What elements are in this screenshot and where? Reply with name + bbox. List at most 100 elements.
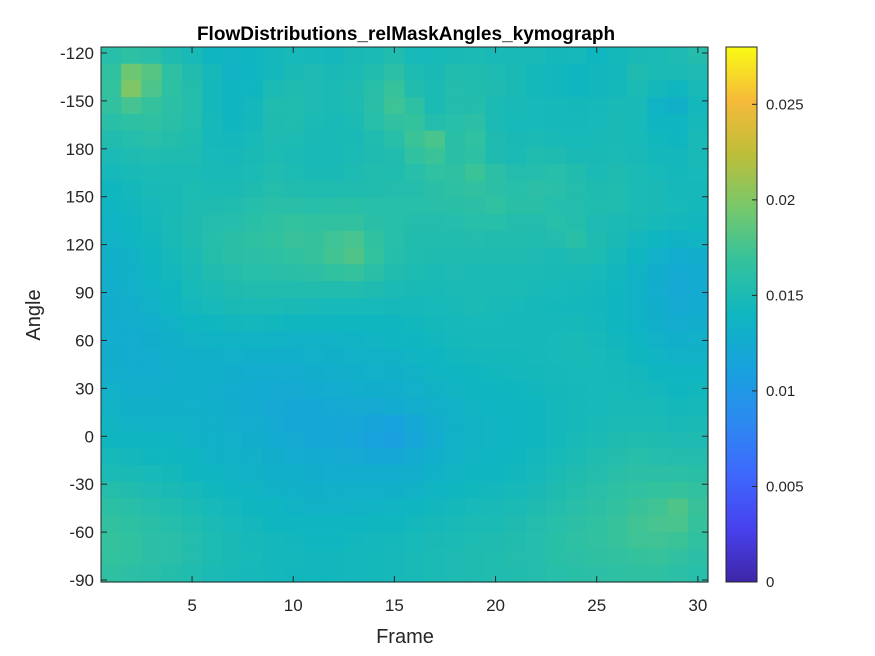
heatmap-cell <box>384 80 406 98</box>
heatmap-cell <box>121 63 143 82</box>
heatmap-cell <box>404 448 426 466</box>
heatmap-cell <box>181 130 203 148</box>
heatmap-cell <box>303 398 325 416</box>
heatmap-cell <box>627 398 648 416</box>
heatmap-cell <box>141 431 163 449</box>
heatmap-cell <box>161 281 183 299</box>
heatmap-cell <box>141 147 163 165</box>
heatmap-cell <box>667 565 689 583</box>
heatmap-cell <box>546 214 567 232</box>
heatmap-cell <box>647 565 669 583</box>
heatmap-cell <box>323 147 345 165</box>
heatmap-cell <box>101 481 122 500</box>
heatmap-cell <box>283 548 304 566</box>
heatmap-cell <box>424 247 446 265</box>
heatmap-cell <box>343 364 365 382</box>
heatmap-cell <box>465 80 487 98</box>
heatmap-cell <box>687 565 709 583</box>
heatmap-cell <box>627 230 648 249</box>
heatmap-cell <box>303 230 325 249</box>
heatmap-cell <box>586 448 608 466</box>
heatmap-cell <box>181 47 203 65</box>
heatmap-cell <box>343 398 365 416</box>
heatmap-cell <box>222 47 244 65</box>
heatmap-cell <box>424 130 446 148</box>
heatmap-cell <box>485 331 507 349</box>
heatmap-cell <box>384 214 406 232</box>
heatmap-cell <box>687 464 709 483</box>
heatmap-cell <box>121 130 143 148</box>
heatmap-cell <box>444 180 466 199</box>
heatmap-cell <box>141 314 163 332</box>
heatmap-cell <box>364 448 385 466</box>
heatmap-cell <box>485 230 507 249</box>
heatmap-cell <box>667 448 689 466</box>
heatmap-cell <box>525 247 547 265</box>
heatmap-cell <box>141 281 163 299</box>
heatmap-cell <box>202 448 223 466</box>
heatmap-cell <box>424 113 446 132</box>
heatmap-cell <box>121 531 143 550</box>
heatmap-cell <box>181 498 203 516</box>
heatmap-cell <box>606 398 628 416</box>
heatmap-cell <box>121 113 143 132</box>
heatmap-cell <box>627 481 648 500</box>
heatmap-cell <box>364 347 385 366</box>
heatmap-cell <box>465 431 487 449</box>
heatmap-cell <box>647 80 669 98</box>
heatmap-cell <box>525 297 547 316</box>
heatmap-cell <box>647 364 669 382</box>
heatmap-cell <box>384 431 406 449</box>
heatmap-cell <box>667 63 689 82</box>
heatmap-cell <box>364 63 385 82</box>
heatmap-cell <box>505 264 527 282</box>
heatmap-cell <box>687 113 709 132</box>
heatmap-cell <box>262 247 284 265</box>
heatmap-cell <box>343 97 365 115</box>
heatmap-cell <box>566 97 588 115</box>
heatmap-cell <box>222 548 244 566</box>
heatmap-cell <box>667 97 689 115</box>
heatmap-cell <box>505 347 527 366</box>
heatmap-cell <box>101 247 122 265</box>
heatmap-cell <box>465 314 487 332</box>
heatmap-cell <box>121 448 143 466</box>
heatmap-cell <box>161 214 183 232</box>
heatmap-cell <box>141 464 163 483</box>
heatmap-cell <box>404 197 426 215</box>
heatmap-cell <box>202 398 223 416</box>
heatmap-cell <box>546 431 567 449</box>
heatmap-cell <box>181 398 203 416</box>
heatmap-cell <box>364 47 385 65</box>
heatmap-cell <box>606 548 628 566</box>
heatmap-cell <box>121 398 143 416</box>
heatmap-cell <box>181 448 203 466</box>
heatmap-cell <box>485 180 507 199</box>
heatmap-cell <box>485 347 507 366</box>
heatmap-cell <box>465 331 487 349</box>
heatmap-cell <box>283 431 304 449</box>
heatmap-cell <box>546 414 567 433</box>
heatmap-cell <box>343 147 365 165</box>
heatmap-cell <box>242 565 264 583</box>
heatmap-cell <box>627 130 648 148</box>
heatmap-cell <box>161 347 183 366</box>
heatmap-cell <box>627 347 648 366</box>
heatmap-cell <box>586 347 608 366</box>
heatmap-cell <box>404 297 426 316</box>
heatmap-cell <box>202 147 223 165</box>
heatmap-cell <box>242 448 264 466</box>
heatmap-cell <box>262 230 284 249</box>
heatmap-cell <box>566 515 588 533</box>
heatmap-cell <box>181 147 203 165</box>
heatmap-cell <box>303 197 325 215</box>
heatmap-cell <box>161 197 183 215</box>
heatmap-cell <box>222 214 244 232</box>
heatmap-cell <box>444 297 466 316</box>
heatmap-cell <box>424 347 446 366</box>
heatmap-cell <box>283 164 304 182</box>
heatmap-cell <box>101 97 122 115</box>
heatmap-cell <box>424 464 446 483</box>
heatmap-cell <box>283 531 304 550</box>
heatmap-cell <box>121 431 143 449</box>
